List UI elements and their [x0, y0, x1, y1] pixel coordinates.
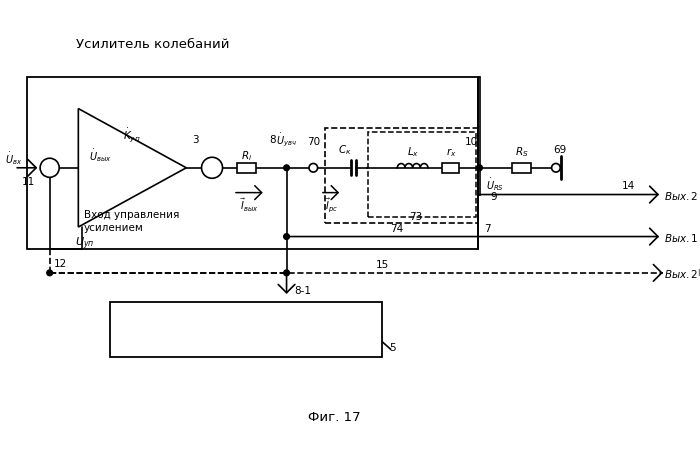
- Text: 11: 11: [22, 177, 35, 187]
- Text: $R_S$: $R_S$: [514, 145, 528, 159]
- Text: $\dot{U}_{вх}$: $\dot{U}_{вх}$: [5, 150, 22, 167]
- Text: 15: 15: [375, 260, 389, 270]
- Text: 8: 8: [269, 135, 276, 145]
- Text: $\dot{K}_{уп}$: $\dot{K}_{уп}$: [123, 126, 141, 144]
- Text: Вход управления: Вход управления: [84, 209, 179, 219]
- Text: 9: 9: [491, 192, 497, 202]
- Bar: [442, 164, 459, 173]
- Text: $U_{уп}$: $U_{уп}$: [74, 236, 94, 252]
- Text: $\dot{U}_{вых}$: $\dot{U}_{вых}$: [89, 147, 111, 163]
- Text: 69: 69: [553, 144, 566, 154]
- Text: $L_х$: $L_х$: [407, 145, 419, 159]
- Text: 8-1: 8-1: [294, 285, 312, 295]
- Text: ЦЕПЬ ИНЕРЦИОННОГО УПРАВЛЕНИЯ: ЦЕПЬ ИНЕРЦИОННОГО УПРАВЛЕНИЯ: [134, 313, 357, 323]
- Text: $\dot{U}_{увч}$: $\dot{U}_{увч}$: [276, 131, 297, 149]
- Text: 7: 7: [484, 223, 491, 233]
- Bar: [110, 302, 382, 357]
- Circle shape: [40, 159, 60, 178]
- Text: 74: 74: [390, 223, 403, 233]
- Circle shape: [202, 158, 223, 179]
- Text: 14: 14: [622, 181, 635, 191]
- Text: $r_х$: $r_х$: [445, 146, 456, 159]
- Text: Усилитель колебаний: Усилитель колебаний: [76, 38, 230, 51]
- Text: УСИЛЕНИЕМ КОЛЕБАНИЙ: УСИЛЕНИЕМ КОЛЕБАНИЙ: [169, 332, 323, 342]
- Text: усилением: усилением: [84, 222, 144, 233]
- Text: 3: 3: [193, 135, 199, 145]
- Text: 10: 10: [466, 137, 478, 147]
- Text: +: +: [43, 162, 51, 172]
- Text: $\vec{I}_{рс}$: $\vec{I}_{рс}$: [325, 196, 338, 213]
- Text: 5: 5: [389, 343, 396, 353]
- Text: $Вых.1$: $Вых.1$: [664, 231, 699, 243]
- Text: 73: 73: [409, 211, 422, 221]
- Bar: [237, 164, 256, 173]
- Circle shape: [284, 234, 289, 240]
- Circle shape: [552, 164, 560, 173]
- Circle shape: [47, 270, 52, 276]
- Bar: [325, 128, 477, 224]
- Text: $\dot{U}_{RS}$: $\dot{U}_{RS}$: [486, 176, 504, 193]
- Circle shape: [309, 164, 318, 173]
- Text: 70: 70: [307, 137, 320, 147]
- Circle shape: [284, 166, 289, 171]
- Bar: [27, 78, 477, 249]
- Text: $C_к$: $C_к$: [338, 142, 351, 156]
- Bar: [368, 133, 476, 218]
- Text: $Вых.2$: $Вых.2$: [664, 189, 698, 201]
- Text: $\vec{I}_{вых}$: $\vec{I}_{вых}$: [240, 196, 259, 213]
- Bar: [512, 164, 531, 173]
- Text: $R_i$: $R_i$: [241, 149, 252, 163]
- Text: Фиг. 17: Фиг. 17: [308, 410, 360, 423]
- Circle shape: [284, 270, 289, 276]
- Circle shape: [477, 166, 482, 171]
- Text: $Вых.2^{|}$: $Вых.2^{|}$: [664, 266, 700, 280]
- Text: 12: 12: [54, 259, 66, 269]
